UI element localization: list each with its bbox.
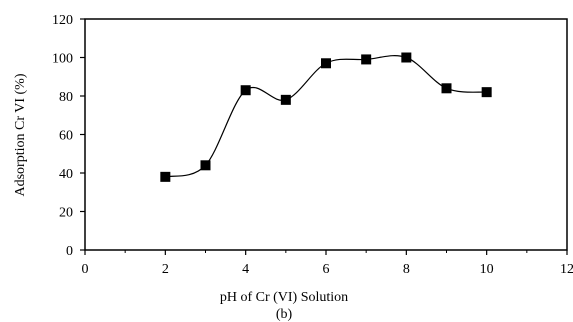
data-point-marker — [361, 54, 372, 65]
y-axis-ticks: 0 20 40 60 80 100 120 — [52, 13, 85, 259]
y-axis-title: Adsorption Cr VI (%) — [13, 73, 28, 196]
data-point-marker — [321, 58, 331, 69]
plot-frame — [84, 18, 568, 251]
data-point-marker — [441, 83, 452, 94]
x-tick-label: 12 — [560, 262, 573, 277]
x-axis-title: pH of Cr (VI) Solution — [220, 290, 348, 305]
plot-area — [84, 18, 568, 251]
x-tick-label: 0 — [82, 262, 89, 277]
y-tick-label: 120 — [52, 13, 73, 28]
x-tick-label: 8 — [403, 262, 410, 277]
x-tick-label: 4 — [242, 262, 249, 277]
y-tick-label: 0 — [66, 244, 73, 259]
data-point-marker — [401, 52, 412, 63]
x-tick-label: 6 — [323, 262, 330, 277]
data-point-marker — [240, 85, 251, 96]
data-point-marker — [280, 94, 291, 105]
data-point-marker — [481, 87, 492, 98]
figure-caption: (b) — [276, 307, 293, 322]
data-point-marker — [160, 171, 171, 182]
x-axis-ticks: 0 2 4 6 8 10 12 — [82, 250, 573, 277]
y-tick-label: 20 — [59, 206, 73, 221]
y-tick-label: 80 — [59, 90, 73, 105]
y-tick-label: 100 — [52, 52, 73, 67]
x-tick-label: 2 — [162, 262, 169, 277]
y-tick-label: 40 — [59, 167, 73, 182]
series-line — [165, 55, 487, 178]
y-tick-label: 60 — [59, 129, 73, 144]
series-layer — [160, 52, 492, 182]
data-point-marker — [200, 160, 211, 171]
x-tick-label: 10 — [480, 262, 494, 277]
